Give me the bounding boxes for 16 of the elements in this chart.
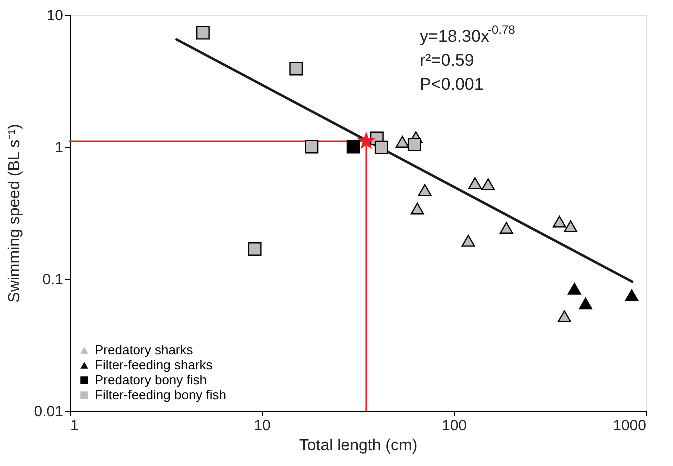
x-tick-label: 10 (254, 418, 271, 434)
x-tick-label: 1000 (613, 418, 646, 434)
legend-label: Predatory sharks (95, 342, 194, 358)
x-tick-label: 1 (70, 418, 79, 434)
y-tick-label: 10 (46, 8, 64, 24)
legend-label: Filter-feeding bony fish (95, 388, 227, 402)
legend-label: Predatory bony fish (95, 372, 208, 388)
y-tick-label: 0.1 (42, 272, 64, 288)
y-axis-title: Swimming speed (BL s⁻¹) (6, 124, 24, 303)
x-axis-title: Total length (cm) (299, 438, 418, 454)
y-tick-label: 1 (55, 140, 64, 156)
y-tick-label: 0.01 (34, 404, 64, 420)
annotation: P<0.001 (420, 75, 484, 94)
annotation: r²=0.59 (420, 51, 474, 70)
x-tick-label: 100 (442, 418, 468, 434)
legend-label: Filter-feeding sharks (95, 358, 214, 372)
